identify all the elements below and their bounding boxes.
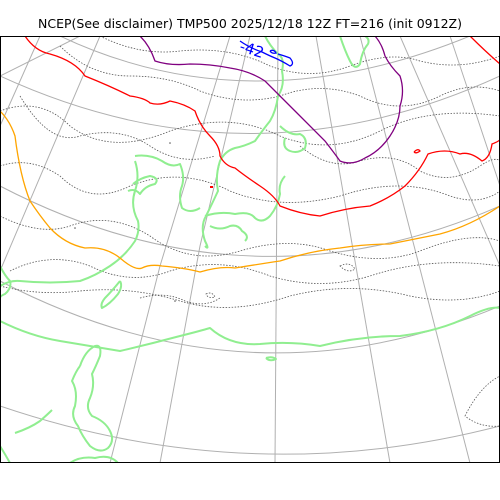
latitude-line xyxy=(0,185,500,257)
coastlines xyxy=(0,36,500,463)
map-canvas: -42 xyxy=(0,36,500,463)
longitude-line xyxy=(315,36,391,463)
latitude-line xyxy=(0,405,500,455)
red-mark xyxy=(210,186,213,188)
minor-marks xyxy=(74,142,213,302)
coastline xyxy=(0,265,12,299)
minor-dot xyxy=(169,142,171,144)
longitude-line xyxy=(159,36,251,463)
isotherm xyxy=(205,292,216,298)
coastline xyxy=(339,36,370,68)
longitude-line xyxy=(0,36,101,272)
map-panel: -42 xyxy=(0,36,500,463)
longitude-line xyxy=(0,36,81,77)
isotherm-purple xyxy=(139,36,404,164)
isotherm xyxy=(0,105,500,146)
isotherm xyxy=(0,285,500,308)
longitude-line xyxy=(0,36,41,127)
major-isotherms xyxy=(0,36,500,273)
isotherm-red xyxy=(469,36,500,65)
isotherm-red xyxy=(413,149,421,154)
isotherm-red xyxy=(24,36,500,217)
isotherm xyxy=(299,145,500,178)
isotherm xyxy=(339,263,356,272)
isotherm xyxy=(464,375,500,427)
coastline xyxy=(127,175,158,195)
isotherm xyxy=(19,95,216,160)
coastline xyxy=(134,154,201,212)
isotherm xyxy=(0,215,500,259)
map-title: NCEP(See disclaimer) TMP500 2025/12/18 1… xyxy=(38,16,462,31)
graticule xyxy=(0,36,500,463)
isotherm xyxy=(9,259,500,284)
longitude-line xyxy=(359,36,471,463)
map-background xyxy=(0,36,500,463)
coastline xyxy=(14,409,53,434)
longitude-line xyxy=(274,36,279,463)
isotherm xyxy=(0,162,500,203)
longitude-line xyxy=(449,36,500,187)
isotherm xyxy=(139,294,221,305)
coastline xyxy=(279,125,307,153)
minor-dot xyxy=(74,227,76,229)
coastline xyxy=(201,36,284,249)
coastline xyxy=(265,356,277,362)
coastline xyxy=(0,160,140,287)
coastline xyxy=(204,175,286,222)
latitude-line xyxy=(59,36,471,82)
coastline xyxy=(69,455,119,463)
isotherm xyxy=(99,36,500,74)
isotherm-orange xyxy=(0,110,500,273)
coastline xyxy=(209,224,248,242)
isotherm-blue xyxy=(239,40,294,67)
isotherm-blue xyxy=(269,49,277,54)
coastline xyxy=(71,344,114,452)
minor-dot xyxy=(174,300,176,302)
latitude-line xyxy=(0,75,500,134)
minor-isotherms xyxy=(0,36,500,427)
coastline xyxy=(100,280,123,309)
